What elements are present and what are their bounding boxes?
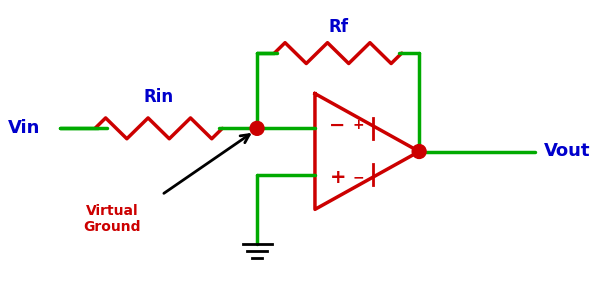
Text: Rf: Rf — [328, 18, 348, 36]
Text: Rin: Rin — [143, 88, 174, 106]
Text: +: + — [353, 118, 364, 132]
Text: −: − — [353, 171, 364, 185]
Circle shape — [412, 145, 426, 158]
Circle shape — [250, 122, 264, 135]
Text: −: − — [329, 116, 346, 135]
Text: Virtual
Ground: Virtual Ground — [83, 204, 141, 234]
Text: Vin: Vin — [8, 119, 40, 137]
Text: +: + — [329, 168, 346, 187]
Text: Vout: Vout — [544, 142, 590, 161]
